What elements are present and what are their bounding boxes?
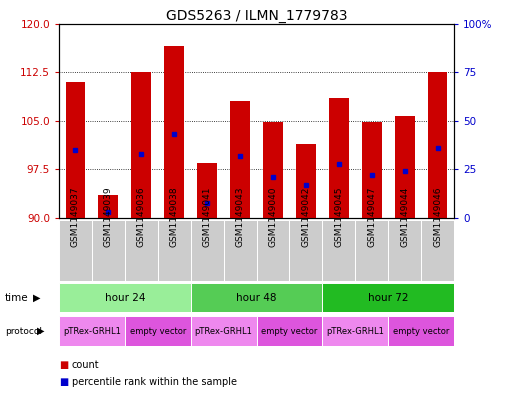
- Bar: [256, 220, 289, 281]
- Bar: [98, 195, 118, 218]
- Text: pTRex-GRHL1: pTRex-GRHL1: [326, 327, 384, 336]
- Text: empty vector: empty vector: [130, 327, 186, 336]
- Bar: [191, 316, 256, 346]
- Bar: [428, 72, 447, 218]
- Text: GSM1149041: GSM1149041: [203, 187, 212, 248]
- Bar: [322, 220, 355, 281]
- Bar: [191, 283, 322, 312]
- Bar: [125, 220, 158, 281]
- Bar: [125, 316, 191, 346]
- Text: GSM1149038: GSM1149038: [170, 187, 179, 248]
- Text: ▶: ▶: [37, 326, 45, 336]
- Bar: [322, 283, 454, 312]
- Text: empty vector: empty vector: [393, 327, 449, 336]
- Bar: [191, 220, 224, 281]
- Bar: [329, 98, 349, 218]
- Bar: [322, 316, 388, 346]
- Bar: [256, 316, 322, 346]
- Text: time: time: [5, 293, 29, 303]
- Text: pTRex-GRHL1: pTRex-GRHL1: [194, 327, 252, 336]
- Text: pTRex-GRHL1: pTRex-GRHL1: [63, 327, 121, 336]
- Bar: [131, 72, 151, 218]
- Bar: [421, 220, 454, 281]
- Bar: [164, 46, 184, 218]
- Bar: [263, 122, 283, 218]
- Text: GSM1149047: GSM1149047: [367, 187, 376, 248]
- Bar: [66, 82, 85, 218]
- Text: GSM1149036: GSM1149036: [137, 187, 146, 248]
- Bar: [388, 316, 454, 346]
- Bar: [355, 220, 388, 281]
- Bar: [59, 283, 191, 312]
- Bar: [158, 220, 191, 281]
- Bar: [388, 220, 421, 281]
- Text: protocol: protocol: [5, 327, 42, 336]
- Text: empty vector: empty vector: [261, 327, 318, 336]
- Text: ▶: ▶: [33, 293, 41, 303]
- Text: percentile rank within the sample: percentile rank within the sample: [72, 377, 237, 387]
- Text: count: count: [72, 360, 100, 370]
- Bar: [394, 116, 415, 218]
- Text: hour 24: hour 24: [105, 293, 145, 303]
- Bar: [59, 316, 125, 346]
- Bar: [230, 101, 250, 218]
- Text: GSM1149037: GSM1149037: [71, 187, 80, 248]
- Text: hour 48: hour 48: [236, 293, 277, 303]
- Text: ■: ■: [59, 377, 68, 387]
- Text: hour 72: hour 72: [368, 293, 408, 303]
- Text: GSM1149045: GSM1149045: [334, 187, 343, 248]
- Text: GSM1149043: GSM1149043: [235, 187, 245, 248]
- Bar: [296, 143, 315, 218]
- Bar: [197, 163, 217, 218]
- Text: GSM1149040: GSM1149040: [268, 187, 278, 248]
- Title: GDS5263 / ILMN_1779783: GDS5263 / ILMN_1779783: [166, 9, 347, 22]
- Bar: [92, 220, 125, 281]
- Bar: [59, 220, 92, 281]
- Text: GSM1149044: GSM1149044: [400, 187, 409, 248]
- Text: GSM1149042: GSM1149042: [301, 187, 310, 248]
- Text: GSM1149046: GSM1149046: [433, 187, 442, 248]
- Bar: [289, 220, 322, 281]
- Text: ■: ■: [59, 360, 68, 370]
- Bar: [224, 220, 256, 281]
- Text: GSM1149039: GSM1149039: [104, 187, 113, 248]
- Bar: [362, 122, 382, 218]
